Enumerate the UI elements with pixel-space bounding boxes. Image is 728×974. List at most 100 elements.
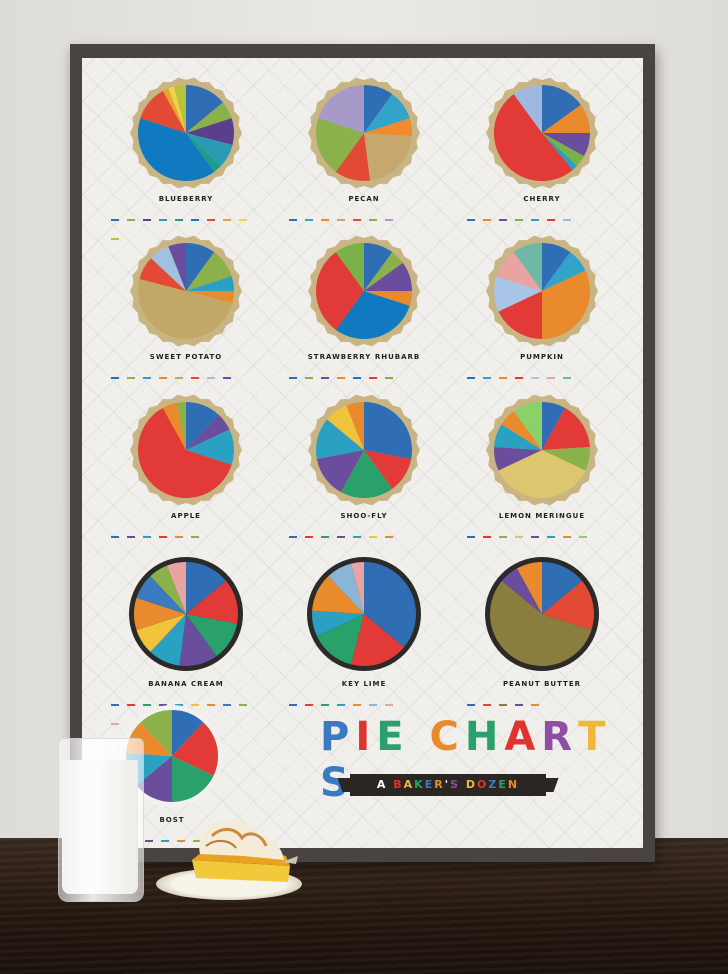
legend-swatch bbox=[531, 704, 539, 706]
pie-slice bbox=[186, 102, 232, 133]
pie-slice bbox=[542, 133, 577, 170]
legend-swatch bbox=[369, 704, 377, 706]
legend-swatch bbox=[145, 840, 153, 842]
pie-slice bbox=[318, 85, 364, 133]
pie-slice bbox=[136, 614, 186, 652]
title-letter: T bbox=[578, 714, 612, 760]
subtitle-letter: B bbox=[393, 778, 404, 791]
legend-swatch bbox=[159, 219, 167, 221]
legend-swatch bbox=[191, 219, 199, 221]
pie-slice bbox=[151, 246, 186, 291]
pie-slice bbox=[150, 565, 186, 614]
title-letter: R bbox=[541, 714, 579, 760]
legend-swatch bbox=[111, 219, 119, 221]
legend-swatch bbox=[515, 219, 523, 221]
pie-slice bbox=[516, 562, 542, 614]
pie-slice bbox=[177, 402, 186, 450]
legend-swatch bbox=[175, 536, 183, 538]
legend-swatch bbox=[175, 704, 183, 706]
legend-swatch bbox=[483, 704, 491, 706]
pie-chart-lemon-meringue bbox=[486, 394, 598, 506]
pie-chart-peanut-butter bbox=[485, 557, 599, 671]
pie-legend bbox=[289, 365, 439, 384]
pie-slice bbox=[364, 252, 403, 291]
legend-swatch bbox=[127, 704, 135, 706]
legend-swatch bbox=[483, 219, 491, 221]
pie-slice bbox=[494, 424, 542, 450]
title-letter bbox=[410, 714, 430, 760]
pie-chart-sweet-potato bbox=[130, 235, 242, 347]
subtitle-letter: A bbox=[403, 778, 415, 791]
pie-slice bbox=[542, 446, 591, 471]
legend-swatch bbox=[353, 377, 361, 379]
lemon-meringue-pie-slice bbox=[192, 820, 298, 882]
subtitle-letter: K bbox=[414, 778, 425, 791]
pie-slice bbox=[351, 614, 405, 667]
pie-slice bbox=[136, 576, 186, 614]
pie-slice bbox=[327, 405, 364, 450]
subtitle-letter: S bbox=[450, 778, 461, 791]
pie-slice bbox=[186, 133, 233, 166]
pie-legend bbox=[467, 207, 617, 226]
pie-slice bbox=[162, 402, 186, 450]
legend-swatch bbox=[337, 704, 345, 706]
pie-slice bbox=[364, 85, 393, 133]
legend-swatch bbox=[547, 219, 555, 221]
legend-swatch bbox=[143, 704, 151, 706]
subtitle-letter: ' bbox=[444, 778, 451, 791]
legend-swatch bbox=[191, 704, 199, 706]
legend-swatch bbox=[499, 377, 507, 379]
pie-slice bbox=[186, 85, 223, 133]
legend-swatch bbox=[385, 704, 393, 706]
legend-swatch bbox=[321, 704, 329, 706]
pie-slice bbox=[316, 118, 364, 172]
legend-swatch bbox=[547, 377, 555, 379]
pie-slice bbox=[496, 252, 542, 291]
legend-swatch bbox=[223, 219, 231, 221]
legend-swatch bbox=[159, 704, 167, 706]
pie-slice bbox=[140, 90, 186, 133]
pie-slice bbox=[364, 94, 410, 133]
pie-slice bbox=[542, 270, 590, 339]
pie-label: PECAN bbox=[348, 195, 380, 203]
legend-swatch bbox=[515, 536, 523, 538]
pie-legend bbox=[111, 207, 261, 245]
legend-swatch bbox=[385, 219, 393, 221]
legend-swatch bbox=[547, 536, 555, 538]
subtitle-letter: D bbox=[465, 778, 477, 791]
pie-slice bbox=[364, 133, 412, 181]
pie-slice bbox=[168, 243, 186, 291]
legend-swatch bbox=[515, 704, 523, 706]
pie-slice bbox=[335, 291, 410, 339]
pie-slice bbox=[513, 402, 542, 450]
pie-slice bbox=[364, 262, 412, 291]
pie-slice bbox=[542, 85, 581, 133]
legend-swatch bbox=[175, 377, 183, 379]
pie-slice bbox=[364, 562, 417, 648]
legend-swatch bbox=[143, 377, 151, 379]
legend-swatch bbox=[175, 219, 183, 221]
pie-slice bbox=[542, 562, 583, 614]
pie-slice bbox=[166, 562, 186, 614]
pie-slice bbox=[513, 243, 542, 291]
legend-swatch bbox=[385, 536, 393, 538]
legend-swatch bbox=[467, 536, 475, 538]
legend-swatch bbox=[305, 704, 313, 706]
pie-slice bbox=[186, 402, 219, 450]
legend-swatch bbox=[563, 219, 571, 221]
legend-swatch bbox=[159, 536, 167, 538]
pie-slice bbox=[364, 402, 412, 459]
pie-slice bbox=[172, 722, 218, 776]
pie-slice bbox=[364, 243, 393, 291]
legend-swatch bbox=[305, 536, 313, 538]
pie-slice bbox=[501, 568, 542, 614]
pie-slice bbox=[186, 562, 227, 614]
pie-slice bbox=[542, 580, 594, 631]
legend-swatch bbox=[177, 840, 185, 842]
pie-slice bbox=[136, 756, 172, 802]
pie-chart-shoo-fly bbox=[308, 394, 420, 506]
pie-legend bbox=[111, 524, 261, 543]
pie-slice bbox=[172, 756, 214, 802]
pie-chart-key-lime bbox=[307, 557, 421, 671]
subtitle-letter: O bbox=[477, 778, 489, 791]
